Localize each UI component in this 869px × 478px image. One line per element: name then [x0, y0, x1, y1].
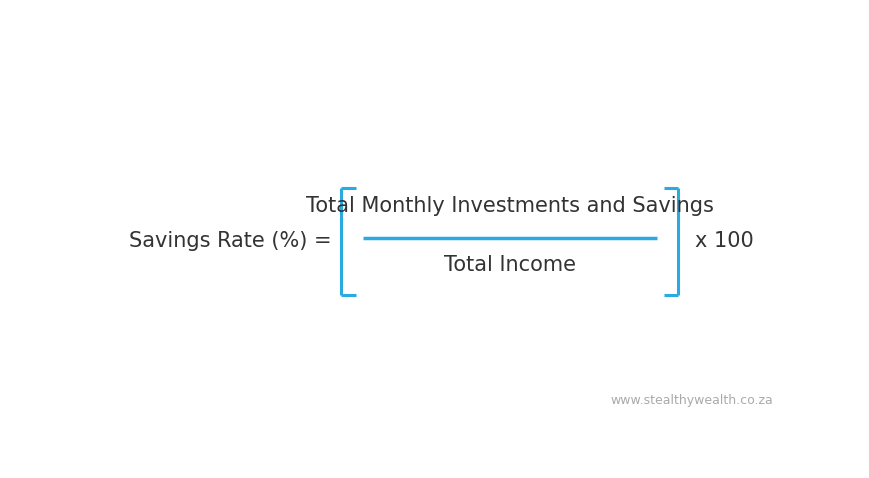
Text: Total Monthly Investments and Savings: Total Monthly Investments and Savings [306, 196, 713, 217]
Text: Savings Rate (%) =: Savings Rate (%) = [129, 231, 331, 251]
Text: x 100: x 100 [694, 231, 753, 251]
Text: www.stealthywealth.co.za: www.stealthywealth.co.za [609, 394, 772, 407]
Text: Total Income: Total Income [443, 255, 575, 275]
